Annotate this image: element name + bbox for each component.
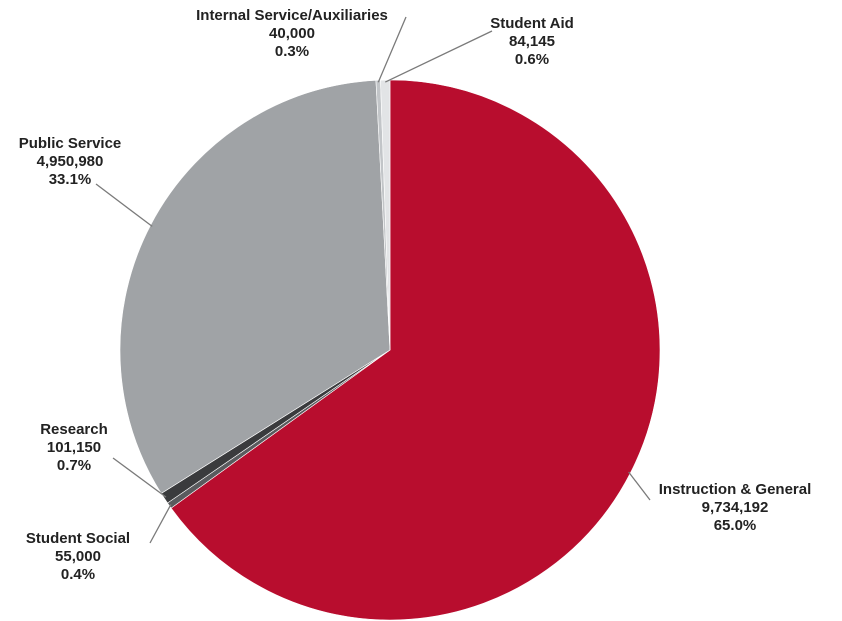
slice-label-public-service: Public Service 4,950,980 33.1% bbox=[19, 135, 122, 188]
leader-line-student-aid bbox=[384, 30, 493, 83]
slice-label-student-aid: Student Aid 84,145 0.6% bbox=[490, 15, 574, 68]
slice-label-student-social: Student Social 55,000 0.4% bbox=[26, 530, 130, 583]
leader-line-instruction-general bbox=[628, 471, 651, 501]
slice-value: 4,950,980 bbox=[37, 153, 104, 170]
slice-label-internal-service-auxiliaries: Internal Service/Auxiliaries 40,000 0.3% bbox=[196, 7, 388, 60]
leader-lines bbox=[95, 16, 651, 544]
slice-label-research: Research 101,150 0.7% bbox=[40, 421, 108, 474]
slice-percent: 0.6% bbox=[515, 51, 549, 68]
slice-percent: 33.1% bbox=[49, 171, 92, 188]
slice-label-instruction-general: Instruction & General 9,734,192 65.0% bbox=[659, 481, 812, 534]
leader-line-student-social bbox=[149, 504, 172, 544]
slice-value: 84,145 bbox=[509, 33, 555, 50]
slice-labels: Instruction & General 9,734,192 65.0% Stude… bbox=[19, 7, 812, 583]
slice-name: Public Service bbox=[19, 135, 122, 152]
leader-line-research bbox=[112, 457, 167, 498]
slice-name: Student Aid bbox=[490, 15, 574, 32]
slice-name: Student Social bbox=[26, 530, 130, 547]
slice-value: 101,150 bbox=[47, 439, 101, 456]
pie-slices bbox=[119, 79, 661, 621]
slice-value: 40,000 bbox=[269, 25, 315, 42]
pie-slice-instruction-general bbox=[170, 79, 661, 621]
leader-line-public-service bbox=[95, 183, 153, 227]
slice-percent: 65.0% bbox=[714, 517, 757, 534]
slice-name: Instruction & General bbox=[659, 481, 812, 498]
slice-percent: 0.7% bbox=[57, 457, 91, 474]
slice-value: 55,000 bbox=[55, 548, 101, 565]
slice-name: Research bbox=[40, 421, 108, 438]
slice-value: 9,734,192 bbox=[702, 499, 769, 516]
leader-line-internal-service-auxiliaries bbox=[377, 16, 407, 83]
slice-name: Internal Service/Auxiliaries bbox=[196, 7, 388, 24]
slice-percent: 0.4% bbox=[61, 566, 95, 583]
slice-percent: 0.3% bbox=[275, 43, 309, 60]
